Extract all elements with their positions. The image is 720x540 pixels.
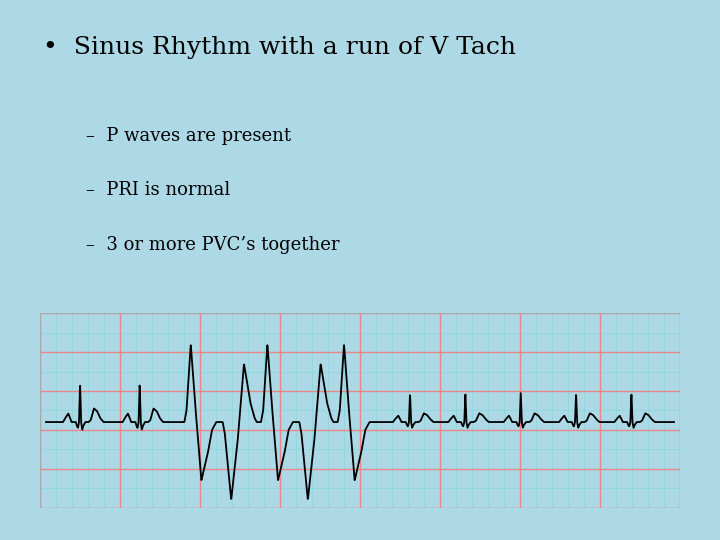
Text: •  Sinus Rhythm with a run of V Tach: • Sinus Rhythm with a run of V Tach bbox=[43, 36, 516, 59]
Text: –  3 or more PVC’s together: – 3 or more PVC’s together bbox=[86, 236, 340, 254]
Text: –  P waves are present: – P waves are present bbox=[86, 127, 292, 145]
Text: –  PRI is normal: – PRI is normal bbox=[86, 181, 230, 199]
